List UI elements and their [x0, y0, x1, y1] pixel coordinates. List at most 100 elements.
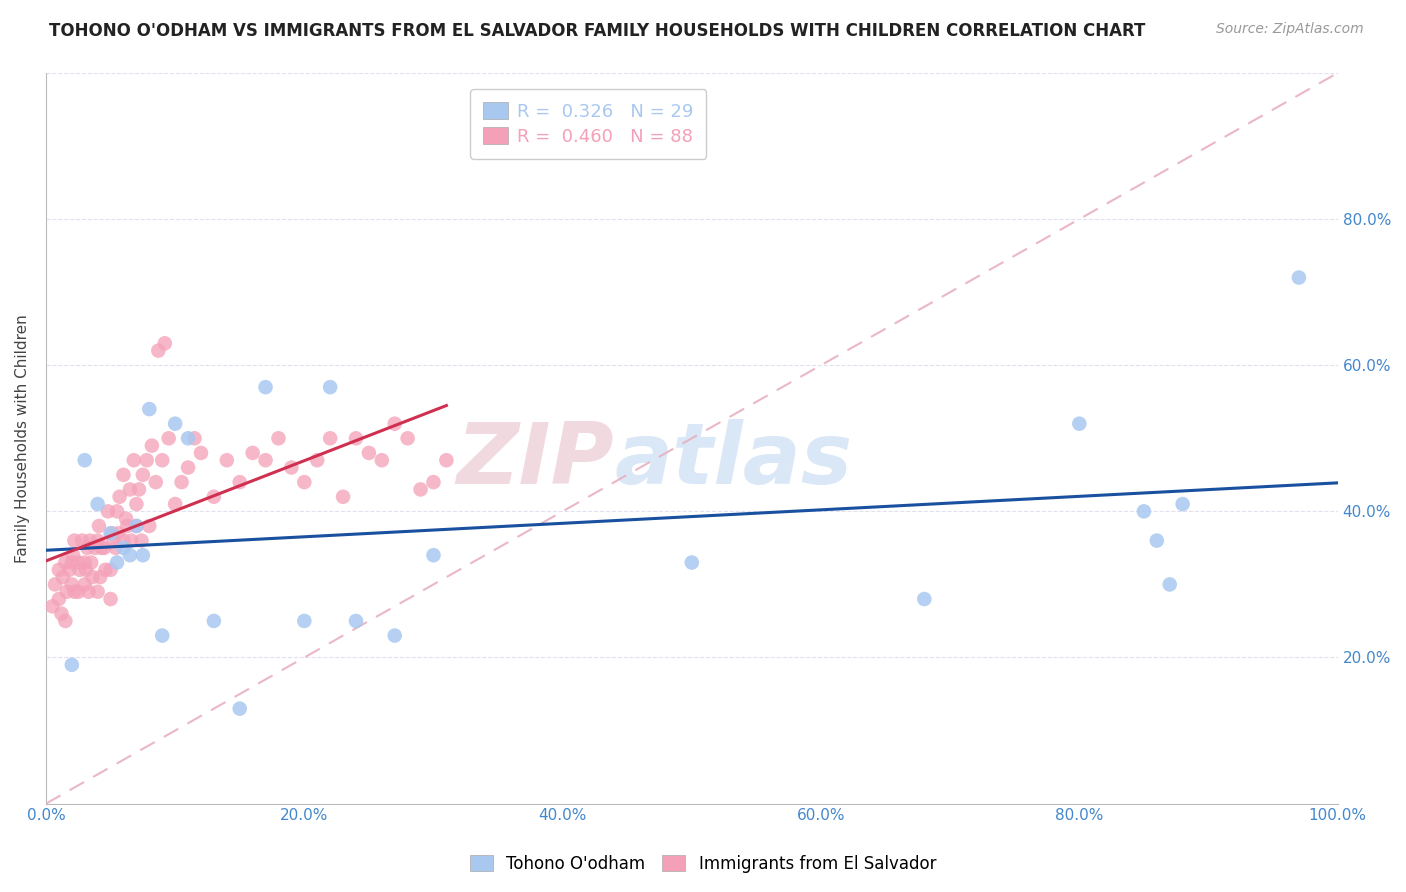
Point — [1171, 497, 1194, 511]
Point — [242, 446, 264, 460]
Point — [157, 431, 180, 445]
Point — [101, 526, 124, 541]
Point — [93, 541, 115, 555]
Point — [135, 453, 157, 467]
Point — [202, 490, 225, 504]
Point — [112, 533, 135, 548]
Y-axis label: Family Households with Children: Family Households with Children — [15, 314, 30, 563]
Point — [125, 519, 148, 533]
Point — [48, 592, 70, 607]
Point — [1146, 533, 1168, 548]
Point — [86, 497, 108, 511]
Point — [101, 533, 124, 548]
Point — [60, 556, 83, 570]
Point — [681, 556, 703, 570]
Point — [67, 584, 90, 599]
Point — [80, 556, 103, 570]
Point — [215, 453, 238, 467]
Point — [63, 533, 86, 548]
Point — [148, 343, 170, 358]
Point — [1069, 417, 1091, 431]
Point — [307, 453, 329, 467]
Point — [51, 607, 73, 621]
Point — [132, 467, 155, 482]
Point — [292, 475, 315, 490]
Point — [1159, 577, 1181, 591]
Point — [1133, 504, 1156, 518]
Text: ZIP: ZIP — [457, 418, 614, 501]
Point — [75, 563, 97, 577]
Point — [125, 519, 148, 533]
Point — [384, 417, 406, 431]
Point — [120, 533, 142, 548]
Point — [228, 475, 250, 490]
Point — [344, 614, 367, 628]
Point — [434, 453, 457, 467]
Point — [131, 533, 153, 548]
Point — [344, 431, 367, 445]
Point — [60, 577, 83, 591]
Point — [107, 526, 129, 541]
Point — [73, 577, 96, 591]
Text: atlas: atlas — [614, 418, 852, 501]
Point — [100, 592, 122, 607]
Point — [165, 417, 187, 431]
Point — [409, 483, 432, 497]
Point — [319, 431, 342, 445]
Legend: R =  0.326   N = 29, R =  0.460   N = 88: R = 0.326 N = 29, R = 0.460 N = 88 — [471, 89, 706, 159]
Point — [97, 504, 120, 518]
Point — [117, 519, 139, 533]
Point — [912, 592, 935, 607]
Point — [202, 614, 225, 628]
Point — [86, 584, 108, 599]
Point — [87, 519, 110, 533]
Point — [292, 614, 315, 628]
Point — [132, 548, 155, 562]
Text: TOHONO O'ODHAM VS IMMIGRANTS FROM EL SALVADOR FAMILY HOUSEHOLDS WITH CHILDREN CO: TOHONO O'ODHAM VS IMMIGRANTS FROM EL SAL… — [49, 22, 1146, 40]
Point — [100, 526, 122, 541]
Point — [118, 483, 141, 497]
Point — [104, 541, 127, 555]
Point — [150, 629, 173, 643]
Point — [58, 563, 80, 577]
Point — [105, 504, 128, 518]
Point — [280, 460, 302, 475]
Point — [177, 460, 200, 475]
Point — [82, 570, 104, 584]
Point — [100, 563, 122, 577]
Point — [1288, 270, 1310, 285]
Point — [70, 533, 93, 548]
Point — [145, 475, 167, 490]
Point — [396, 431, 419, 445]
Point — [190, 446, 212, 460]
Point — [52, 570, 75, 584]
Point — [69, 563, 91, 577]
Point — [73, 453, 96, 467]
Point — [48, 563, 70, 577]
Point — [177, 431, 200, 445]
Point — [267, 431, 290, 445]
Point — [332, 490, 354, 504]
Point — [73, 556, 96, 570]
Point — [112, 541, 135, 555]
Point — [76, 541, 98, 555]
Point — [41, 599, 63, 614]
Point — [53, 614, 76, 628]
Point — [115, 511, 138, 525]
Point — [105, 556, 128, 570]
Point — [138, 402, 160, 417]
Point — [141, 439, 163, 453]
Point — [108, 490, 131, 504]
Point — [44, 577, 66, 591]
Point — [254, 453, 277, 467]
Point — [228, 701, 250, 715]
Point — [112, 467, 135, 482]
Point — [118, 548, 141, 562]
Point — [153, 336, 176, 351]
Point — [357, 446, 380, 460]
Text: Source: ZipAtlas.com: Source: ZipAtlas.com — [1216, 22, 1364, 37]
Point — [55, 584, 77, 599]
Point — [122, 453, 145, 467]
Point — [90, 541, 112, 555]
Point — [422, 548, 444, 562]
